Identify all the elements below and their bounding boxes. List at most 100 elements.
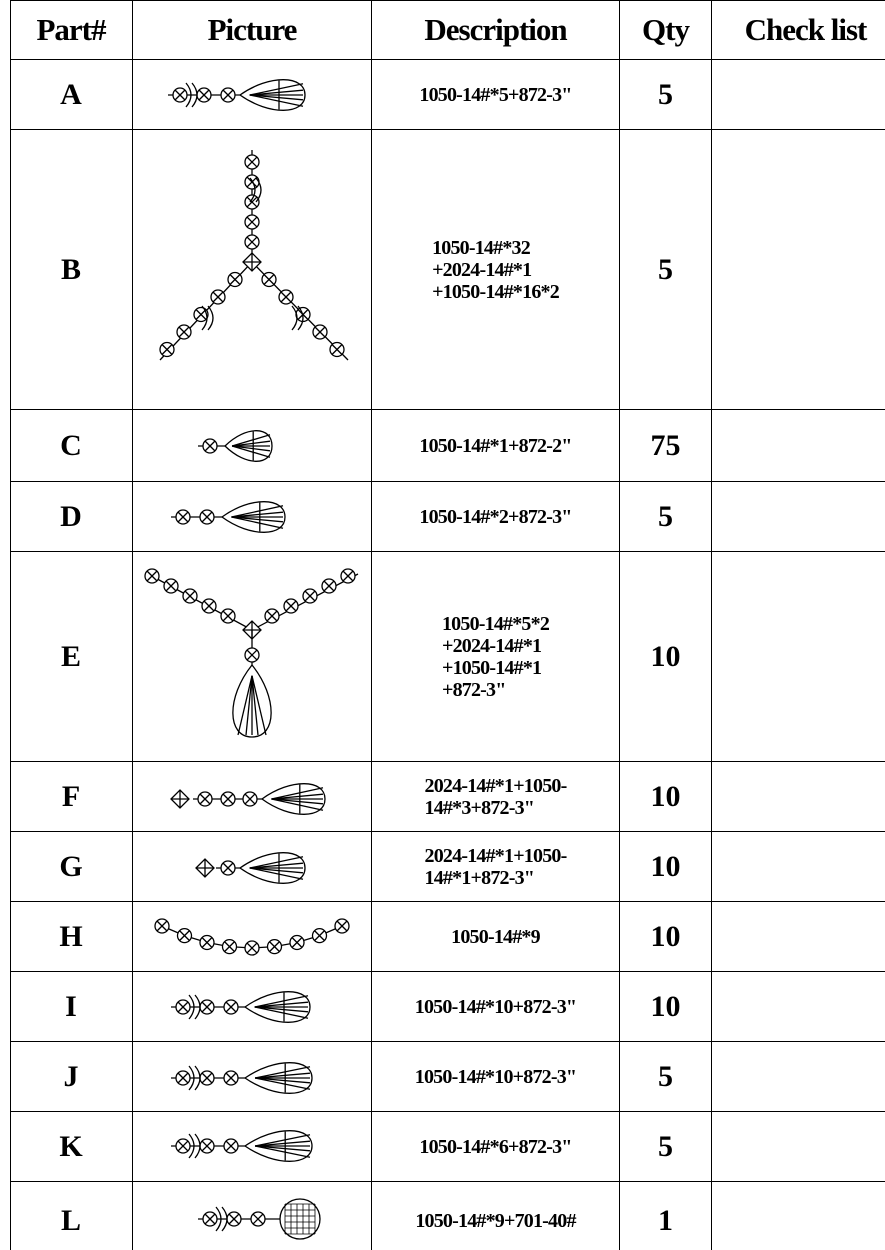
description-cell: 2024-14#*1+1050- 14#*1+872-3" <box>372 832 620 902</box>
drawing <box>229 274 241 285</box>
drawing <box>336 920 348 932</box>
drawing <box>249 83 304 96</box>
part-cell: C <box>10 410 133 482</box>
description-line: 1050-14#*9 <box>451 925 540 948</box>
description-block: 1050-14#*6+872-3" <box>419 1136 572 1158</box>
description-cell: 2024-14#*1+1050- 14#*3+872-3" <box>372 762 620 832</box>
drawing <box>254 1077 311 1084</box>
description-line: +2024-14#*1 <box>441 634 542 657</box>
drawing <box>225 1140 237 1152</box>
drawing <box>254 1145 311 1152</box>
description-line: 1050-14#*1+872-2" <box>419 434 572 457</box>
part-label: G <box>59 849 83 883</box>
check-cell <box>712 762 885 832</box>
drawing <box>215 1206 222 1232</box>
header-cell: Check list <box>712 0 885 60</box>
part-cell: A <box>10 60 133 130</box>
drawing <box>212 291 224 303</box>
description-block: 2024-14#*1+1050- 14#*1+872-3" <box>424 845 568 889</box>
description-line: 1050-14#*5*2 <box>441 612 550 635</box>
drawing <box>146 570 158 582</box>
description-line: +1050-14#*16*2 <box>432 280 560 303</box>
qty-cell: 10 <box>620 902 712 972</box>
drawing <box>191 82 198 108</box>
drawing <box>254 1006 309 1013</box>
drawing <box>249 94 304 101</box>
drawing <box>201 1001 213 1013</box>
drawing <box>249 862 304 869</box>
header-text: Picture <box>207 11 298 47</box>
description-line: 1050-14#*2+872-3" <box>419 505 572 528</box>
description-cell: 1050-14#*9+701-40# <box>372 1182 620 1250</box>
drawing <box>194 994 201 1020</box>
drawing <box>203 600 215 612</box>
description-block: 1050-14#*1+872-2" <box>419 434 572 457</box>
drawing <box>246 649 258 661</box>
drawing <box>269 941 280 953</box>
part-label: K <box>59 1129 83 1163</box>
drawing <box>177 1001 189 1013</box>
description-line: 1050-14#*10+872-3" <box>414 1065 577 1088</box>
drawing <box>231 516 284 529</box>
table-border <box>10 0 11 1250</box>
drawing <box>249 867 304 880</box>
picture-cell <box>133 762 372 832</box>
header-text: Description <box>424 11 567 47</box>
drawing <box>254 1006 309 1019</box>
header-text: Qty <box>642 11 690 47</box>
drawing <box>280 291 292 303</box>
description-line: 14#*3+872-3" <box>424 796 535 819</box>
drawing <box>231 505 284 518</box>
part-cell: L <box>10 1182 133 1250</box>
header-cell: Qty <box>620 0 712 60</box>
part-label: D <box>60 499 82 533</box>
drawing <box>195 309 207 320</box>
check-cell <box>712 902 885 972</box>
drawing <box>224 941 235 953</box>
check-cell <box>712 1182 885 1250</box>
picture-cell <box>133 482 372 552</box>
description-cell: 1050-14#*1+872-2" <box>372 410 620 482</box>
drawing <box>285 600 297 612</box>
drawing <box>201 937 213 948</box>
drawing <box>231 440 271 447</box>
qty-cell: 10 <box>620 762 712 832</box>
picture-cell <box>133 832 372 902</box>
check-cell <box>712 972 885 1042</box>
header-text: Check list <box>744 11 868 47</box>
drawing <box>254 1140 311 1147</box>
drawing <box>252 1213 264 1225</box>
drawing <box>254 1072 311 1079</box>
picture-cell <box>133 1182 372 1250</box>
qty-value: 10 <box>650 639 681 673</box>
drawing <box>314 326 326 338</box>
drawing <box>177 1072 189 1084</box>
drawing <box>342 570 354 582</box>
drawing <box>225 1072 237 1084</box>
picture-cell <box>133 1112 372 1182</box>
qty-value: 10 <box>650 779 681 813</box>
description-block: 1050-14#*5+872-3" <box>419 84 572 106</box>
drawing <box>246 236 258 248</box>
check-cell <box>712 552 885 762</box>
description-line: 14#*1+872-3" <box>424 866 535 889</box>
part-cell: H <box>10 902 133 972</box>
qty-value: 75 <box>650 428 681 462</box>
part-cell: G <box>10 832 133 902</box>
drawing <box>254 1145 311 1158</box>
drawing <box>198 89 210 101</box>
qty-cell: 75 <box>620 410 712 482</box>
qty-value: 5 <box>658 1129 673 1163</box>
part-cell: K <box>10 1112 133 1182</box>
drawing <box>231 434 271 447</box>
drawing <box>222 89 234 101</box>
drawing <box>246 942 258 954</box>
check-cell <box>712 410 885 482</box>
drawing <box>297 305 304 331</box>
qty-cell: 5 <box>620 1042 712 1112</box>
drawing <box>266 610 278 622</box>
drawing <box>251 675 259 736</box>
part-label: E <box>60 639 81 673</box>
drawing <box>231 445 271 458</box>
